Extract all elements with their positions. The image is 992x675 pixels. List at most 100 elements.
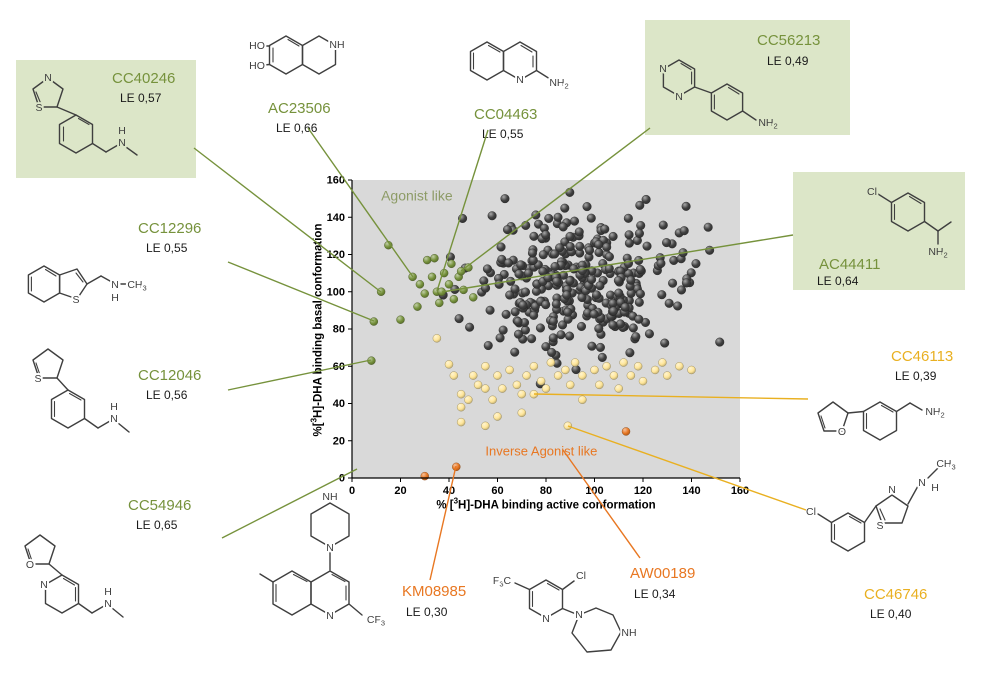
svg-text:HO: HO [249, 60, 265, 72]
svg-text:S: S [35, 102, 42, 114]
structure-CC40246-thiazole-phenyl-methylamine: N S N H [32, 70, 138, 156]
compound-id: AW00189 [630, 565, 696, 582]
plot-annotation: Inverse Agonist like [485, 444, 597, 459]
svg-text:Cl: Cl [867, 186, 877, 198]
svg-text:F3C: F3C [493, 575, 512, 589]
structure-AW00189-CF3-chloropyridine-homopiperazine: F3C Cl N N NH [491, 568, 639, 653]
svg-text:N: N [326, 610, 334, 622]
scatter-plot: 0 20 40 60 80 100 120 140 1600204060801001201401… [327, 175, 750, 498]
compound-card-CC46113: O NH2 CC46113 LE 0,39 [805, 348, 970, 460]
svg-text:140: 140 [682, 485, 700, 497]
svg-text:NH: NH [322, 491, 337, 503]
svg-text:60: 60 [491, 485, 503, 497]
svg-text:CF3: CF3 [367, 614, 385, 628]
svg-text:N: N [918, 477, 926, 489]
svg-text:O: O [838, 426, 846, 438]
compound-le: LE 0,34 [634, 587, 676, 601]
compound-le: LE 0,57 [120, 91, 162, 105]
svg-text:H: H [118, 125, 126, 137]
svg-text:N: N [888, 484, 896, 496]
compound-id: AC23506 [268, 100, 331, 117]
compound-le: LE 0,49 [767, 54, 809, 68]
structure-CC46746-chlorophenyl-thiazole-methylamine: CH3 N H N S Cl [804, 456, 958, 552]
svg-text:160: 160 [327, 175, 345, 187]
svg-text:N: N [110, 413, 118, 425]
compound-id: CC46746 [864, 586, 928, 603]
svg-text:HO: HO [249, 40, 265, 52]
compound-le: LE 0,56 [146, 388, 188, 402]
svg-text:Cl: Cl [806, 506, 816, 518]
compound-id: AC44411 [819, 256, 881, 273]
svg-text:100: 100 [585, 485, 603, 497]
compound-card-CC12296: S N H CH3 CC12296 LE 0,55 [12, 218, 240, 328]
svg-text:NH: NH [329, 39, 344, 51]
compound-card-KM08985: NH N N CF3 KM08985 LE 0,30 [252, 483, 487, 648]
svg-text:Cl: Cl [576, 570, 586, 582]
svg-text:140: 140 [327, 212, 345, 224]
compound-le: LE 0,40 [870, 607, 912, 621]
svg-text:N: N [659, 63, 667, 75]
compound-card-CC40246: N S N H CC40246 LE 0,57 [16, 60, 196, 178]
y-axis-title: %[3H]-DHA binding basal conformation [309, 223, 325, 437]
compound-le: LE 0,39 [895, 369, 937, 383]
svg-text:O: O [26, 559, 34, 571]
svg-text:120: 120 [327, 249, 345, 261]
compound-id: CC04463 [474, 106, 538, 123]
svg-text:NH2: NH2 [925, 406, 944, 420]
compound-id: CC46113 [891, 348, 954, 365]
svg-text:N: N [111, 279, 119, 291]
structure-CC12046-thiophene-phenyl-methylamine: S N H [32, 348, 130, 433]
svg-text:N: N [118, 137, 126, 149]
compound-le: LE 0,55 [146, 241, 188, 255]
svg-text:60: 60 [333, 361, 345, 373]
structure-CC12296-benzothiophene-methylamine: S N H CH3 [27, 265, 149, 308]
compound-id: CC12046 [138, 367, 202, 384]
structure-KM08985-piperazine-quinoline-CF3: NH N N CF3 [259, 489, 387, 630]
structure-CC54946-furan-pyridine-methylamine: O N N H [24, 534, 124, 618]
compound-card-CC54946: O N N H CC54946 LE 0,65 [10, 495, 240, 637]
compound-card-CC04463: N NH2 CC04463 LE 0,55 [452, 22, 574, 146]
svg-text:H: H [931, 482, 939, 494]
svg-text:N: N [326, 542, 334, 554]
svg-text:H: H [104, 586, 112, 598]
structure-CC46113-furan-phenyl-amine: O NH2 [817, 401, 947, 441]
compound-id: CC54946 [128, 497, 192, 514]
svg-text:H: H [110, 401, 118, 413]
svg-text:NH2: NH2 [758, 117, 777, 131]
svg-text:80: 80 [540, 485, 552, 497]
compound-le: LE 0,66 [276, 121, 318, 135]
structure-CC04463-quinoline-methylamine: N NH2 [469, 41, 571, 93]
compound-le: LE 0,65 [136, 518, 178, 532]
svg-text:N: N [675, 91, 683, 103]
compound-card-AC23506: HO HO NH AC23506 LE 0,66 [248, 10, 370, 142]
svg-text:120: 120 [634, 485, 652, 497]
svg-text:H: H [111, 292, 119, 304]
svg-text:NH2: NH2 [549, 77, 568, 91]
svg-text:NH2: NH2 [928, 246, 947, 260]
svg-text:NH: NH [621, 627, 636, 639]
svg-text:80: 80 [333, 324, 345, 336]
compound-id: CC40246 [112, 70, 176, 87]
svg-text:20: 20 [394, 485, 406, 497]
compound-le: LE 0,64 [817, 274, 859, 288]
svg-text:CH3: CH3 [127, 279, 146, 293]
svg-text:N: N [40, 579, 48, 591]
compound-card-CC56213: N N NH2 CC56213 LE 0,49 [645, 20, 850, 135]
compound-card-AC44411: Cl NH2 AC44411 LE 0,64 [793, 172, 965, 290]
compound-id: CC12296 [138, 220, 202, 237]
svg-text:100: 100 [327, 286, 345, 298]
svg-text:160: 160 [731, 485, 749, 497]
svg-text:N: N [104, 598, 112, 610]
svg-text:20: 20 [333, 435, 345, 447]
svg-text:N: N [44, 72, 52, 84]
plot-annotation: Agonist like [381, 187, 453, 203]
svg-text:S: S [876, 520, 883, 532]
compound-card-AW00189: F3C Cl N N NH AW00189 LE 0,34 [488, 553, 723, 673]
structure-AC44411-chlorophenyl-ethylamine: Cl NH2 [865, 184, 952, 260]
compound-card-CC12046: S N H CC12046 LE 0,56 [10, 335, 250, 470]
svg-text:S: S [72, 294, 79, 306]
compound-id: KM08985 [402, 583, 467, 600]
svg-text:N: N [575, 609, 583, 621]
compound-le: LE 0,30 [406, 605, 448, 619]
compound-id: CC56213 [757, 32, 821, 49]
